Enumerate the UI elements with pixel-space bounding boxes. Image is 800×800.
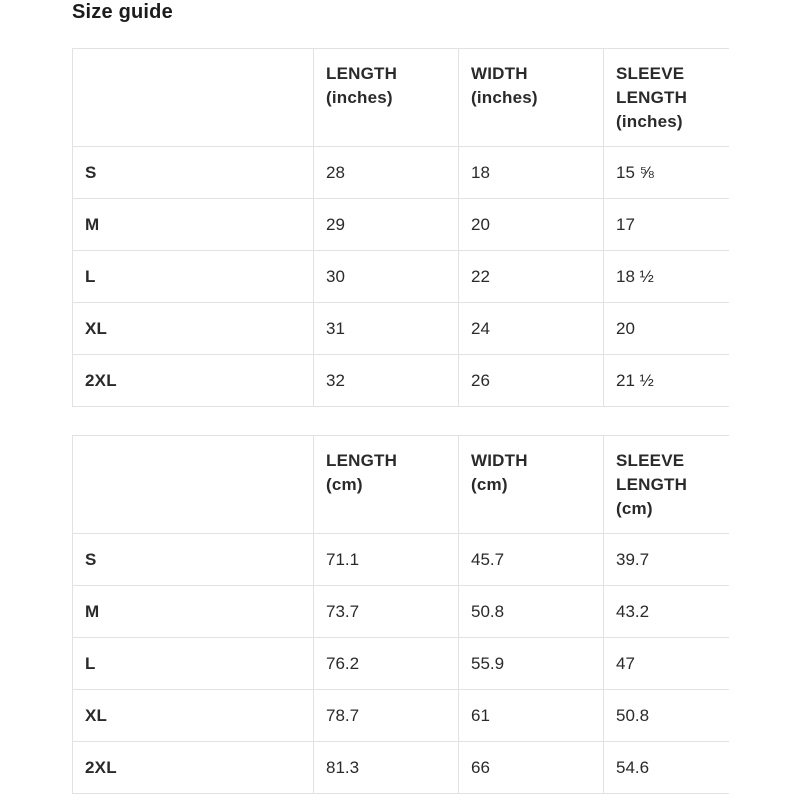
size-label: S xyxy=(72,146,314,199)
sleeve-length-value: 15 ⅝ xyxy=(603,146,729,199)
length-value: 30 xyxy=(313,250,459,303)
length-value: 71.1 xyxy=(313,533,459,586)
sleeve-length-value: 21 ½ xyxy=(603,354,729,407)
size-label: 2XL xyxy=(72,354,314,407)
header-row: LENGTH (cm) WIDTH (cm) SLEEVE LENGTH (cm… xyxy=(72,435,729,534)
width-column-header: WIDTH (cm) xyxy=(458,435,604,534)
width-value: 24 xyxy=(458,302,604,355)
size-label: M xyxy=(72,198,314,251)
sleeve-length-value: 17 xyxy=(603,198,729,251)
table-row-2xl: 2XL 32 26 21 ½ xyxy=(72,354,729,407)
length-value: 29 xyxy=(313,198,459,251)
table-row-s: S 71.1 45.7 39.7 xyxy=(72,533,729,586)
size-label: L xyxy=(72,637,314,690)
sleeve-length-value: 39.7 xyxy=(603,533,729,586)
table-row-2xl: 2XL 81.3 66 54.6 xyxy=(72,741,729,794)
table-row-xl: XL 78.7 61 50.8 xyxy=(72,689,729,742)
size-column-header xyxy=(72,48,314,147)
width-value: 22 xyxy=(458,250,604,303)
width-value: 50.8 xyxy=(458,585,604,638)
width-value: 20 xyxy=(458,198,604,251)
length-value: 32 xyxy=(313,354,459,407)
sleeve-length-value: 43.2 xyxy=(603,585,729,638)
size-label: S xyxy=(72,533,314,586)
sleeve-length-value: 47 xyxy=(603,637,729,690)
size-label: 2XL xyxy=(72,741,314,794)
width-value: 61 xyxy=(458,689,604,742)
size-table-inches: LENGTH (inches) WIDTH (inches) SLEEVE LE… xyxy=(72,48,729,407)
length-column-header: LENGTH (inches) xyxy=(313,48,459,147)
sleeve-length-column-header: SLEEVE LENGTH (cm) xyxy=(603,435,729,534)
length-value: 73.7 xyxy=(313,585,459,638)
size-label: M xyxy=(72,585,314,638)
size-label: L xyxy=(72,250,314,303)
table-row-xl: XL 31 24 20 xyxy=(72,302,729,355)
length-value: 78.7 xyxy=(313,689,459,742)
sleeve-length-value: 50.8 xyxy=(603,689,729,742)
size-table-cm: LENGTH (cm) WIDTH (cm) SLEEVE LENGTH (cm… xyxy=(72,435,729,794)
sleeve-length-value: 18 ½ xyxy=(603,250,729,303)
length-column-header: LENGTH (cm) xyxy=(313,435,459,534)
table-row-l: L 30 22 18 ½ xyxy=(72,250,729,303)
width-value: 66 xyxy=(458,741,604,794)
size-label: XL xyxy=(72,689,314,742)
width-value: 18 xyxy=(458,146,604,199)
sleeve-length-value: 54.6 xyxy=(603,741,729,794)
width-value: 55.9 xyxy=(458,637,604,690)
table-row-m: M 29 20 17 xyxy=(72,198,729,251)
size-column-header xyxy=(72,435,314,534)
header-row: LENGTH (inches) WIDTH (inches) SLEEVE LE… xyxy=(72,48,729,147)
table-row-l: L 76.2 55.9 47 xyxy=(72,637,729,690)
length-value: 81.3 xyxy=(313,741,459,794)
table-row-m: M 73.7 50.8 43.2 xyxy=(72,585,729,638)
width-column-header: WIDTH (inches) xyxy=(458,48,604,147)
table-row-s: S 28 18 15 ⅝ xyxy=(72,146,729,199)
length-value: 31 xyxy=(313,302,459,355)
sleeve-length-value: 20 xyxy=(603,302,729,355)
width-value: 26 xyxy=(458,354,604,407)
sleeve-length-column-header: SLEEVE LENGTH (inches) xyxy=(603,48,729,147)
page-title: Size guide xyxy=(72,1,173,23)
size-label: XL xyxy=(72,302,314,355)
length-value: 76.2 xyxy=(313,637,459,690)
width-value: 45.7 xyxy=(458,533,604,586)
length-value: 28 xyxy=(313,146,459,199)
